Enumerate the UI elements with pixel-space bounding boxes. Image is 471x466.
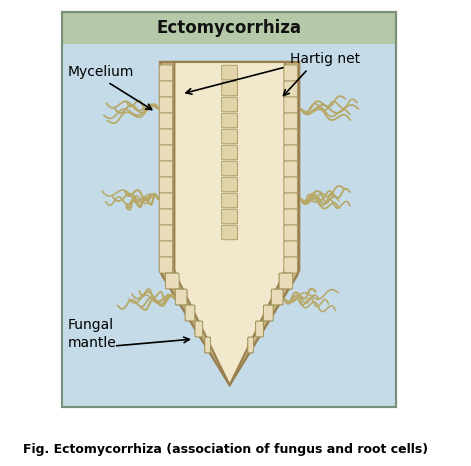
FancyBboxPatch shape xyxy=(279,273,292,289)
FancyBboxPatch shape xyxy=(284,113,297,129)
FancyBboxPatch shape xyxy=(185,305,195,321)
FancyBboxPatch shape xyxy=(222,145,237,160)
Text: Hartig net: Hartig net xyxy=(290,52,360,66)
FancyBboxPatch shape xyxy=(284,81,297,97)
FancyBboxPatch shape xyxy=(222,209,237,224)
FancyBboxPatch shape xyxy=(222,129,237,144)
FancyBboxPatch shape xyxy=(159,81,172,97)
FancyBboxPatch shape xyxy=(195,321,203,337)
FancyBboxPatch shape xyxy=(256,321,263,337)
FancyBboxPatch shape xyxy=(248,337,253,353)
FancyBboxPatch shape xyxy=(284,257,297,273)
Text: Ectomycorrhiza: Ectomycorrhiza xyxy=(157,19,301,37)
FancyBboxPatch shape xyxy=(271,289,283,305)
Text: Fig. Ectomycorrhiza (association of fungus and root cells): Fig. Ectomycorrhiza (association of fung… xyxy=(23,444,428,457)
FancyBboxPatch shape xyxy=(222,81,237,96)
FancyBboxPatch shape xyxy=(284,209,297,225)
FancyBboxPatch shape xyxy=(159,177,172,193)
FancyBboxPatch shape xyxy=(284,161,297,177)
FancyBboxPatch shape xyxy=(159,65,172,81)
FancyBboxPatch shape xyxy=(279,273,292,289)
FancyBboxPatch shape xyxy=(222,225,237,240)
Text: Fungal
mantle: Fungal mantle xyxy=(67,318,116,350)
FancyBboxPatch shape xyxy=(222,177,237,192)
Text: Mycelium: Mycelium xyxy=(67,65,134,79)
FancyBboxPatch shape xyxy=(284,177,297,193)
FancyBboxPatch shape xyxy=(284,65,297,81)
FancyBboxPatch shape xyxy=(159,145,172,161)
FancyBboxPatch shape xyxy=(284,241,297,257)
Bar xyxy=(62,44,396,407)
FancyBboxPatch shape xyxy=(175,289,187,305)
FancyBboxPatch shape xyxy=(159,113,172,129)
FancyBboxPatch shape xyxy=(256,321,263,337)
FancyBboxPatch shape xyxy=(284,193,297,209)
FancyBboxPatch shape xyxy=(159,209,172,225)
FancyBboxPatch shape xyxy=(159,225,172,241)
FancyBboxPatch shape xyxy=(222,193,237,208)
FancyBboxPatch shape xyxy=(175,289,187,305)
Bar xyxy=(62,12,396,407)
FancyBboxPatch shape xyxy=(248,337,253,353)
FancyBboxPatch shape xyxy=(271,289,283,305)
FancyBboxPatch shape xyxy=(166,273,179,289)
Polygon shape xyxy=(160,62,299,385)
FancyBboxPatch shape xyxy=(159,129,172,145)
FancyBboxPatch shape xyxy=(264,305,273,321)
FancyBboxPatch shape xyxy=(284,145,297,161)
FancyBboxPatch shape xyxy=(205,337,211,353)
FancyBboxPatch shape xyxy=(159,97,172,113)
FancyBboxPatch shape xyxy=(222,113,237,128)
Bar xyxy=(62,12,396,407)
FancyBboxPatch shape xyxy=(185,305,195,321)
Polygon shape xyxy=(174,62,285,385)
FancyBboxPatch shape xyxy=(284,129,297,145)
FancyBboxPatch shape xyxy=(263,305,273,321)
FancyBboxPatch shape xyxy=(195,321,203,337)
FancyBboxPatch shape xyxy=(205,337,211,353)
FancyBboxPatch shape xyxy=(159,241,172,257)
FancyBboxPatch shape xyxy=(165,273,179,289)
FancyBboxPatch shape xyxy=(284,225,297,241)
FancyBboxPatch shape xyxy=(159,257,172,273)
FancyBboxPatch shape xyxy=(159,161,172,177)
FancyBboxPatch shape xyxy=(222,97,237,112)
FancyBboxPatch shape xyxy=(284,97,297,113)
FancyBboxPatch shape xyxy=(159,193,172,209)
FancyBboxPatch shape xyxy=(222,161,237,176)
FancyBboxPatch shape xyxy=(222,65,237,80)
